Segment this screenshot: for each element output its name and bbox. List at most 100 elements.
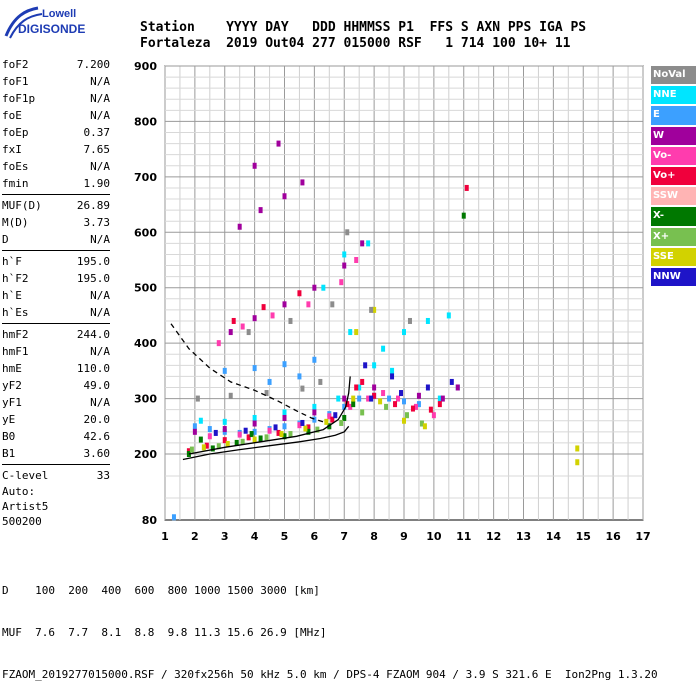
param-row: hmF2 244.0 <box>2 326 110 343</box>
param-label: foF2 <box>2 58 29 71</box>
y-tick-label: 300 <box>134 393 157 406</box>
param-value: 195.0 <box>76 272 110 285</box>
param-label: C-level <box>2 469 49 482</box>
echo-point <box>300 179 305 186</box>
echo-point <box>198 436 203 443</box>
echo-point <box>252 428 257 435</box>
echo-point <box>348 403 353 410</box>
echo-point <box>252 315 257 322</box>
param-label: D <box>2 233 9 246</box>
echo-point <box>369 306 374 313</box>
echo-point <box>252 414 257 421</box>
param-row: h`Es N/A <box>2 304 110 321</box>
autoscaling-info: Auto: Artist5 500200 <box>2 484 48 529</box>
echo-point <box>213 429 218 436</box>
y-tick-label: 700 <box>134 171 157 184</box>
param-row: yE 20.0 <box>2 411 110 428</box>
param-value: 195.0 <box>76 255 110 268</box>
digisonde-logo: Lowell DIGISONDE <box>4 6 124 40</box>
param-value: 244.0 <box>76 328 110 341</box>
echo-point <box>282 409 287 416</box>
echo-point <box>387 395 392 402</box>
echo-point <box>252 162 257 169</box>
echo-point <box>276 140 281 147</box>
echo-point <box>354 257 359 263</box>
echo-point <box>297 422 302 429</box>
echo-point <box>252 420 257 427</box>
param-row: C-level 33 <box>2 467 110 484</box>
echo-point <box>354 384 359 391</box>
echo-point <box>297 290 302 297</box>
echo-point <box>195 395 200 402</box>
legend-item: Vo+ <box>651 166 696 186</box>
param-value: 0.37 <box>83 126 111 139</box>
echo-point <box>464 184 469 191</box>
echo-point <box>258 435 263 442</box>
legend-item: NNE <box>651 86 696 105</box>
param-label: fmin <box>2 177 29 190</box>
echo-point <box>204 442 209 449</box>
echo-point <box>312 356 317 363</box>
param-value: N/A <box>90 396 110 409</box>
param-value: 33 <box>96 469 110 482</box>
param-value: N/A <box>90 345 110 358</box>
echo-point <box>369 395 374 402</box>
echo-point <box>210 445 215 452</box>
x-tick-label: 2 <box>191 530 199 543</box>
echo-point <box>264 390 269 397</box>
echo-point <box>258 207 263 214</box>
echo-point <box>372 392 377 399</box>
echo-point <box>393 401 398 408</box>
echo-point <box>449 378 454 385</box>
echo-point <box>357 384 362 391</box>
echo-point <box>330 301 335 308</box>
echo-point <box>222 367 227 374</box>
param-row: hmE 110.0 <box>2 360 110 377</box>
param-label: fxI <box>2 143 22 156</box>
param-row: B0 42.6 <box>2 428 110 445</box>
legend-item: Vo- <box>651 146 696 165</box>
echo-point <box>360 409 365 416</box>
x-tick-label: 8 <box>370 530 378 543</box>
echo-point <box>201 444 206 451</box>
param-value: N/A <box>90 92 110 105</box>
echo-traces <box>171 140 580 521</box>
logo-line1: Lowell <box>42 8 77 20</box>
param-row: yF2 49.0 <box>2 377 110 394</box>
echo-point <box>422 423 427 430</box>
param-value: 1.90 <box>83 177 111 190</box>
param-row: hmF1 N/A <box>2 343 110 360</box>
x-tick-label: 11 <box>456 530 471 543</box>
legend-item: X+ <box>651 227 696 246</box>
echo-point <box>300 385 305 392</box>
param-separator <box>2 464 110 465</box>
echo-point <box>315 426 320 433</box>
echo-point <box>306 428 311 435</box>
echo-point <box>351 395 356 402</box>
echo-point <box>342 251 347 258</box>
echo-point <box>252 365 257 372</box>
param-row: foF1 N/A <box>2 73 110 90</box>
echo-point <box>404 412 409 419</box>
echo-point <box>425 317 430 324</box>
param-label: MUF(D) <box>2 199 42 212</box>
echo-point <box>249 431 254 438</box>
echo-point <box>237 431 242 438</box>
param-separator <box>2 250 110 251</box>
header-row2: Fortaleza 2019 Out04 277 015000 RSF 1 71… <box>140 36 571 51</box>
y-axis-ticks: 80 200 300 400 500 600 700 800 900 <box>134 60 157 527</box>
x-tick-label: 15 <box>576 530 591 543</box>
echo-point <box>402 329 406 336</box>
echo-point <box>366 395 371 402</box>
x-tick-label: 17 <box>635 530 650 543</box>
y-tick-label: 500 <box>134 282 157 295</box>
echo-point <box>410 405 415 412</box>
ionogram-plot: 1 2 3 4 5 6 7 8 9 10 11 12 13 14 15 16 17 80200300400500… <box>134 60 651 543</box>
echo-point <box>330 416 335 423</box>
y-tick-label: 400 <box>134 337 157 350</box>
echo-point <box>413 403 418 410</box>
echo-point <box>384 403 389 410</box>
param-row: fmin 1.90 <box>2 175 110 192</box>
echo-point <box>461 212 466 219</box>
x-tick-label: 16 <box>605 530 621 543</box>
